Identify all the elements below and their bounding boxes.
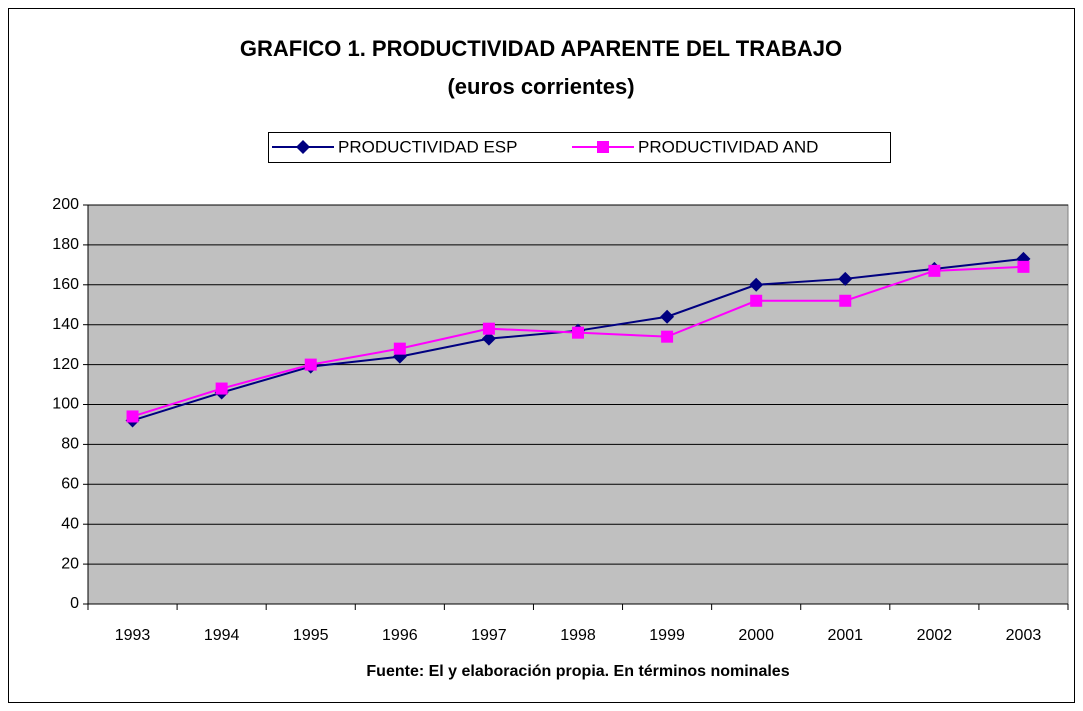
- legend-box: [268, 132, 891, 163]
- point-marker: [928, 264, 941, 277]
- x-tick-label: 1995: [293, 627, 329, 644]
- point-marker: [393, 342, 406, 355]
- point-marker: [661, 330, 674, 343]
- y-tick-label: 180: [52, 236, 79, 253]
- y-tick-label: 40: [61, 515, 79, 532]
- point-marker: [482, 322, 495, 335]
- y-tick-label: 200: [52, 196, 79, 213]
- x-tick-label: 2000: [738, 627, 774, 644]
- x-tick-label: 1996: [382, 627, 418, 644]
- y-tick-label: 160: [52, 276, 79, 293]
- y-tick-label: 20: [61, 555, 79, 572]
- y-tick-label: 80: [61, 436, 79, 453]
- x-tick-label: 1993: [115, 627, 151, 644]
- chart-title: GRAFICO 1. PRODUCTIVIDAD APARENTE DEL TR…: [240, 36, 842, 61]
- point-marker: [126, 410, 139, 423]
- point-marker: [481, 331, 496, 346]
- point-marker: [572, 326, 584, 339]
- x-tick-label: 2002: [917, 627, 953, 644]
- y-tick-label: 140: [52, 316, 79, 333]
- point-marker: [304, 358, 317, 371]
- legend-marker: [597, 141, 609, 153]
- y-tick-label: 0: [70, 595, 79, 612]
- chart-subtitle: (euros corrientes): [447, 74, 634, 99]
- legend-label: PRODUCTIVIDAD AND: [638, 137, 818, 156]
- point-marker: [215, 382, 228, 395]
- point-marker: [1017, 260, 1030, 273]
- x-tick-label: 1997: [471, 627, 507, 644]
- y-tick-label: 100: [52, 396, 79, 413]
- point-marker: [749, 277, 764, 292]
- x-tick-label: 2001: [827, 627, 863, 644]
- y-tick-label: 120: [52, 356, 79, 373]
- point-marker: [750, 294, 763, 307]
- point-marker: [660, 309, 675, 324]
- point-marker: [839, 294, 852, 307]
- x-tick-label: 2003: [1006, 627, 1042, 644]
- legend-marker: [296, 140, 310, 154]
- x-tick-label: 1994: [204, 627, 240, 644]
- footnote: Fuente: El y elaboración propia. En térm…: [366, 663, 789, 680]
- point-marker: [838, 271, 853, 286]
- x-tick-label: 1998: [560, 627, 596, 644]
- y-tick-label: 60: [61, 476, 79, 493]
- x-tick-label: 1999: [649, 627, 685, 644]
- legend-label: PRODUCTIVIDAD ESP: [338, 137, 517, 156]
